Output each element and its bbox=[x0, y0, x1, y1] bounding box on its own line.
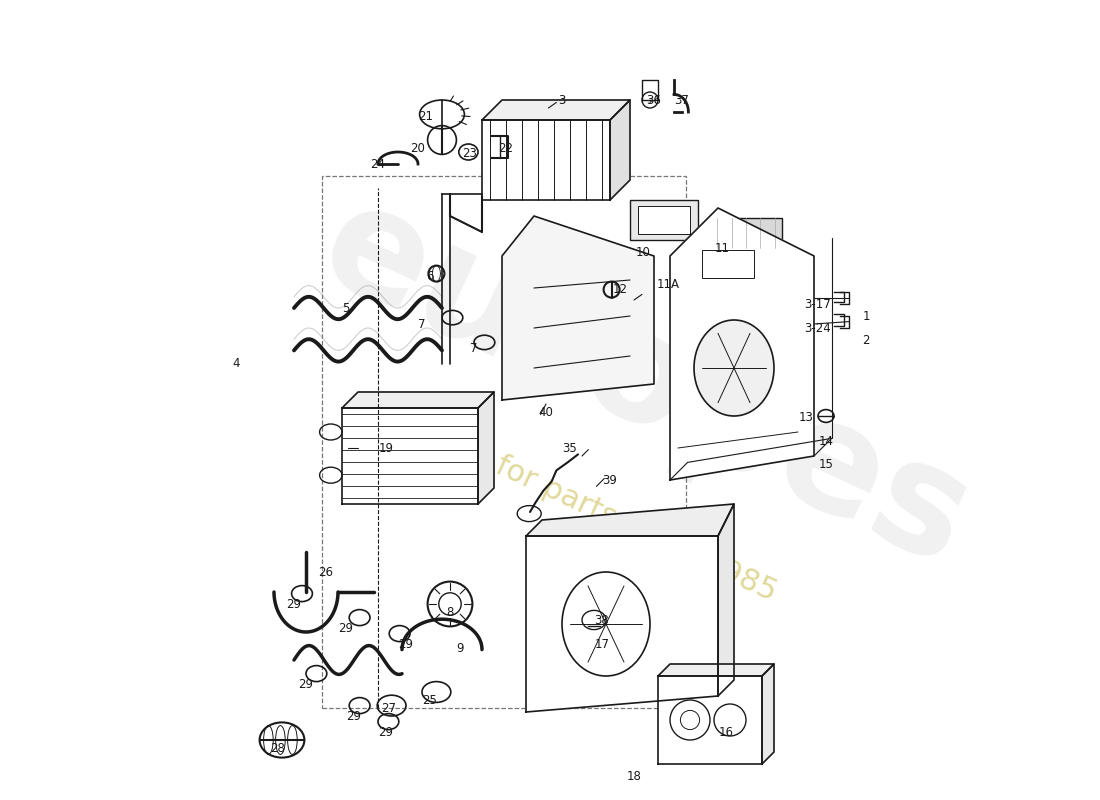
Text: 15: 15 bbox=[818, 458, 834, 470]
Polygon shape bbox=[342, 408, 478, 504]
Text: 3-17: 3-17 bbox=[804, 298, 832, 310]
Text: 29: 29 bbox=[346, 710, 362, 722]
Ellipse shape bbox=[694, 320, 774, 416]
Text: 19: 19 bbox=[378, 442, 394, 454]
Polygon shape bbox=[718, 504, 734, 696]
Polygon shape bbox=[610, 100, 630, 200]
Text: 1: 1 bbox=[862, 310, 870, 322]
Text: 10: 10 bbox=[636, 246, 651, 258]
Text: 21: 21 bbox=[418, 110, 433, 122]
Text: 27: 27 bbox=[381, 702, 396, 714]
Bar bbox=[694, 244, 762, 284]
Text: 20: 20 bbox=[410, 142, 426, 154]
Text: 18: 18 bbox=[627, 770, 641, 782]
Polygon shape bbox=[642, 80, 658, 100]
Polygon shape bbox=[342, 392, 494, 408]
Text: 9: 9 bbox=[456, 642, 464, 654]
Text: 23: 23 bbox=[463, 147, 477, 160]
Text: 24: 24 bbox=[371, 158, 385, 170]
Text: 13: 13 bbox=[799, 411, 813, 424]
Text: 11A: 11A bbox=[657, 278, 680, 290]
Text: 22: 22 bbox=[498, 142, 514, 154]
Text: 3-24: 3-24 bbox=[804, 322, 832, 334]
Text: europes: europes bbox=[299, 170, 993, 598]
Text: 35: 35 bbox=[562, 442, 578, 454]
Text: 17: 17 bbox=[594, 638, 609, 650]
Text: 2: 2 bbox=[862, 334, 870, 346]
Text: 4: 4 bbox=[233, 358, 240, 370]
Text: 40: 40 bbox=[539, 406, 553, 418]
Text: 3: 3 bbox=[559, 94, 565, 106]
Bar bbox=[630, 200, 698, 240]
Polygon shape bbox=[478, 392, 494, 504]
Text: 14: 14 bbox=[818, 435, 834, 448]
Text: 7: 7 bbox=[471, 342, 477, 354]
Text: 12: 12 bbox=[613, 283, 628, 296]
Text: 29: 29 bbox=[339, 622, 353, 634]
Bar bbox=[710, 218, 782, 248]
Text: 26: 26 bbox=[319, 566, 333, 578]
Bar bbox=[322, 176, 686, 708]
Text: 28: 28 bbox=[271, 742, 285, 754]
Polygon shape bbox=[502, 216, 654, 400]
Text: 5: 5 bbox=[342, 302, 350, 314]
Text: 7: 7 bbox=[418, 318, 426, 330]
Text: 29: 29 bbox=[398, 638, 414, 650]
Polygon shape bbox=[762, 664, 774, 764]
Text: a passion for parts since 1985: a passion for parts since 1985 bbox=[351, 386, 781, 606]
Bar bbox=[702, 250, 754, 278]
Polygon shape bbox=[670, 208, 814, 480]
Polygon shape bbox=[658, 676, 762, 764]
Text: 16: 16 bbox=[718, 726, 734, 738]
Text: 11: 11 bbox=[715, 242, 729, 254]
Polygon shape bbox=[658, 664, 774, 676]
Text: 8: 8 bbox=[447, 606, 453, 618]
Text: 37: 37 bbox=[674, 94, 690, 106]
Polygon shape bbox=[482, 100, 630, 120]
Polygon shape bbox=[482, 120, 610, 200]
Text: 29: 29 bbox=[286, 598, 301, 610]
Polygon shape bbox=[526, 536, 718, 712]
Text: 6: 6 bbox=[427, 270, 433, 282]
Text: 29: 29 bbox=[378, 726, 394, 738]
Text: 29: 29 bbox=[298, 678, 314, 690]
Bar bbox=[638, 206, 690, 234]
Polygon shape bbox=[526, 504, 734, 536]
Text: 36: 36 bbox=[647, 94, 661, 106]
Text: 39: 39 bbox=[603, 474, 617, 486]
Text: 25: 25 bbox=[422, 694, 438, 706]
Text: 38: 38 bbox=[595, 614, 609, 626]
